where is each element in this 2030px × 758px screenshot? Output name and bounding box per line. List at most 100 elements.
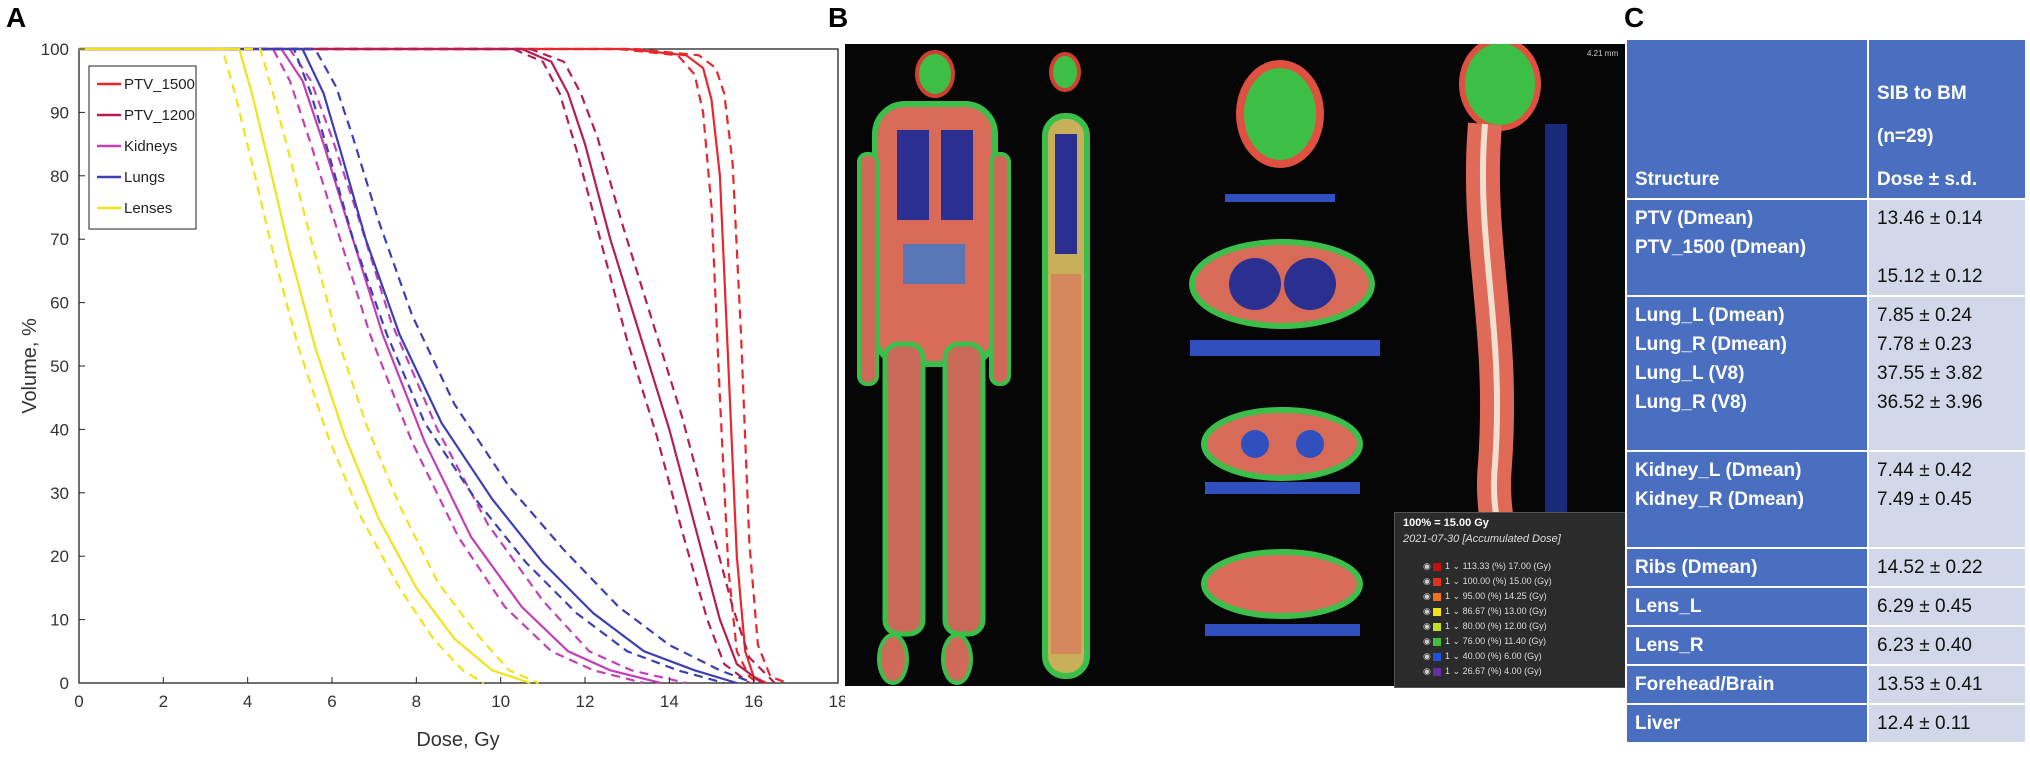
- dose-count: 1 ⌄: [1445, 621, 1463, 631]
- color-swatch: [1433, 592, 1441, 601]
- dvh-chart: 0 2 4 6 8 10 12 14 16 18 0 10 20 30 40 50 60 70 80 90 100 Do…: [19, 40, 845, 751]
- dose-value: 12.4 ± 0.11: [1877, 713, 1971, 734]
- y-tick-label: 60: [50, 294, 69, 313]
- structure-label: Lung_R (Dmean): [1635, 334, 1787, 355]
- header-structure: Structure: [1625, 38, 1869, 200]
- structure-label: Lens_R: [1635, 635, 1704, 656]
- series-line-lenses-mean: [79, 47, 531, 685]
- header-dose-cell: SIB to BM (n=29) Dose ± s.d.: [1867, 38, 2027, 200]
- dose-value-cell: 13.46 ± 0.14 15.12 ± 0.12: [1867, 198, 2027, 297]
- table-row: Kidney_L (Dmean) Kidney_R (Dmean) 7.44 ± …: [1625, 450, 2027, 549]
- structure-cell: PTV (Dmean) PTV_1500 (Dmean): [1625, 198, 1869, 297]
- dose-legend-title: 100% = 15.00 Gy: [1403, 517, 1489, 529]
- series-line-lungs-dashed-11: [79, 47, 755, 685]
- x-axis-title: Dose, Gy: [416, 729, 499, 751]
- dose-legend-row: ◉ 1 ⌄ 40.00 (%) 6.00 (Gy): [1423, 651, 1623, 663]
- x-tick-label: 10: [491, 692, 510, 711]
- series-line-ptv-1200-mean: [79, 47, 763, 684]
- structure-cell: Lens_R: [1625, 625, 1869, 666]
- structure-label: Lens_L: [1635, 596, 1702, 617]
- structure-label: Kidney_R (Dmean): [1635, 489, 1804, 510]
- table-header-row: Structure SIB to BM (n=29) Dose ± s.d.: [1625, 38, 2027, 200]
- dose-value: 15.12 ± 0.12: [1877, 266, 1983, 287]
- dose-percent: 113.33 (%): [1462, 561, 1509, 571]
- eye-icon[interactable]: ◉: [1423, 591, 1431, 601]
- structure-label: Kidney_L (Dmean): [1635, 460, 1802, 481]
- axial-slices: [1189, 60, 1380, 636]
- structure-cell: Ribs (Dmean): [1625, 547, 1869, 588]
- legend-label: PTV_1500: [124, 76, 195, 93]
- dose-legend-panel: 100% = 15.00 Gy 2021-07-30 [Accumulated …: [1394, 512, 1628, 688]
- series-line-lenses-dashed-14: [79, 47, 540, 685]
- eye-icon[interactable]: ◉: [1423, 561, 1431, 571]
- color-swatch: [1433, 622, 1441, 631]
- dose-gy: 12.00 (Gy): [1504, 621, 1547, 631]
- legend-box: [88, 65, 197, 230]
- dose-value: 6.23 ± 0.40: [1877, 635, 1972, 656]
- structure-cell: Forehead/Brain: [1625, 664, 1869, 705]
- table-row: Ribs (Dmean) 14.52 ± 0.22: [1625, 547, 2027, 588]
- dose-legend-row: ◉ 1 ⌄ 26.67 (%) 4.00 (Gy): [1423, 666, 1623, 678]
- dose-table: Structure SIB to BM (n=29) Dose ± s.d. P…: [1625, 38, 2027, 744]
- eye-icon[interactable]: ◉: [1423, 606, 1431, 616]
- dose-value-cell: 13.53 ± 0.41: [1867, 664, 2027, 705]
- x-tick-label: 6: [327, 692, 336, 711]
- dose-value: 13.46 ± 0.14: [1877, 208, 1983, 229]
- y-tick-label: 30: [50, 484, 69, 503]
- header-dose: Dose ± s.d.: [1877, 169, 1978, 190]
- color-swatch: [1433, 607, 1441, 616]
- structure-cell: Kidney_L (Dmean) Kidney_R (Dmean): [1625, 450, 1869, 549]
- y-tick-label: 40: [50, 420, 69, 439]
- x-tick-label: 8: [412, 692, 421, 711]
- dose-legend-row: ◉ 1 ⌄ 100.00 (%) 15.00 (Gy): [1423, 576, 1623, 588]
- header-group: SIB to BM: [1877, 83, 1967, 104]
- legend-label: Lenses: [124, 200, 172, 217]
- structure-cell: Liver: [1625, 703, 1869, 744]
- legend-label: PTV_1200: [124, 107, 195, 124]
- x-tick-label: 4: [243, 692, 252, 711]
- structure-label: Lung_L (V8): [1635, 363, 1745, 384]
- dose-gy: 14.25 (Gy): [1504, 591, 1547, 601]
- dose-legend-row: ◉ 1 ⌄ 80.00 (%) 12.00 (Gy): [1423, 621, 1623, 633]
- svg-text:4.21 mm: 4.21 mm: [1587, 49, 1618, 58]
- tick-layer: 0 2 4 6 8 10 12 14 16 18 0 10 20 30 40 50 60 70 80 90 100: [41, 40, 845, 711]
- dose-value: 37.55 ± 3.82: [1877, 363, 1983, 384]
- panel-letter-c: C: [1624, 2, 1645, 33]
- dose-value: 14.52 ± 0.22: [1877, 557, 1983, 578]
- dose-count: 1 ⌄: [1445, 636, 1463, 646]
- series-line-ptv-1500-dashed-1: [79, 47, 759, 684]
- dose-gy: 13.00 (Gy): [1504, 606, 1547, 616]
- dose-value-cell: 7.85 ± 0.24 7.78 ± 0.23 37.55 ± 3.82 36.52 …: [1867, 295, 2027, 452]
- series-line-kidneys-dashed-7: [79, 47, 645, 685]
- dose-count: 1 ⌄: [1445, 666, 1463, 676]
- structure-label: [1635, 417, 1859, 446]
- y-tick-label: 70: [50, 230, 69, 249]
- table-row: Lens_R 6.23 ± 0.40: [1625, 625, 2027, 666]
- legend-label: Lungs: [124, 169, 165, 186]
- series-line-ptv-1200-dashed-5: [79, 47, 776, 684]
- series-layer: [79, 47, 788, 685]
- color-swatch: [1433, 652, 1441, 661]
- structure-label: Lung_R (V8): [1635, 392, 1747, 413]
- x-tick-label: 18: [829, 692, 845, 711]
- dose-count: 1 ⌄: [1445, 591, 1463, 601]
- dose-legend-subtitle: 2021-07-30 [Accumulated Dose]: [1403, 533, 1561, 545]
- eye-icon[interactable]: ◉: [1423, 576, 1431, 586]
- dose-percent: 40.00 (%): [1462, 651, 1505, 661]
- dose-gy: 11.40 (Gy): [1504, 636, 1546, 646]
- eye-icon[interactable]: ◉: [1423, 621, 1431, 631]
- header-n: (n=29): [1877, 126, 1934, 147]
- dose-gy: 4.00 (Gy): [1504, 666, 1542, 676]
- table-row: Liver 12.4 ± 0.11: [1625, 703, 2027, 744]
- y-tick-label: 0: [60, 674, 69, 693]
- structure-label: Liver: [1635, 713, 1681, 734]
- eye-icon[interactable]: ◉: [1423, 651, 1431, 661]
- dose-value: 13.53 ± 0.41: [1877, 674, 1983, 695]
- eye-icon[interactable]: ◉: [1423, 666, 1431, 676]
- eye-icon[interactable]: ◉: [1423, 636, 1431, 646]
- sagittal-view-left: [1042, 52, 1090, 679]
- series-line-kidneys-mean: [79, 47, 662, 685]
- dose-percent: 86.67 (%): [1462, 606, 1505, 616]
- plot-area: [78, 48, 839, 684]
- color-swatch: [1433, 577, 1441, 586]
